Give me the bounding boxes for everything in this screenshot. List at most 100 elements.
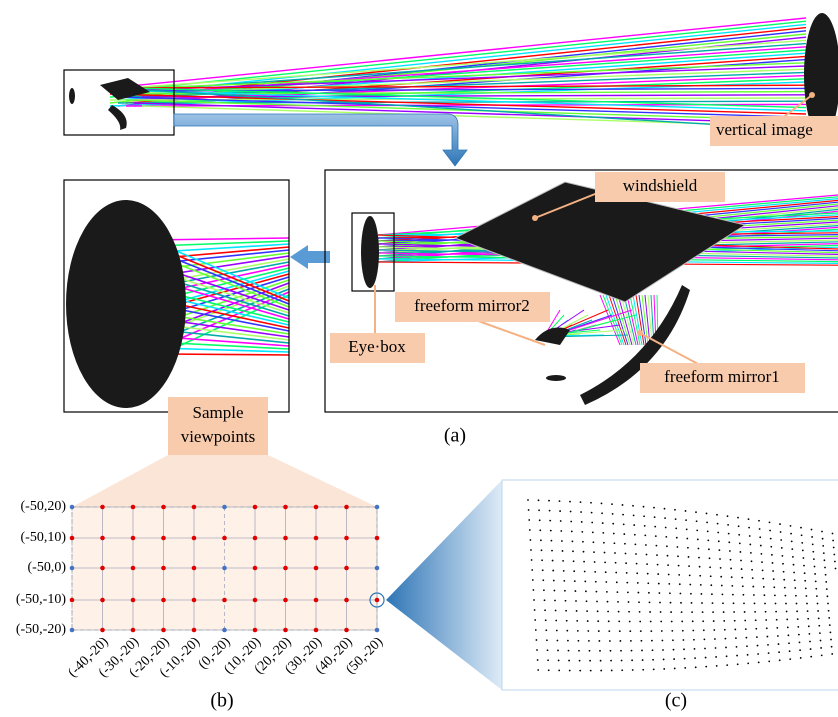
dot xyxy=(735,637,737,639)
dot xyxy=(750,552,752,554)
dot xyxy=(824,559,826,561)
dot xyxy=(665,527,667,529)
label: windshield xyxy=(623,176,698,195)
ray xyxy=(630,295,640,345)
dot xyxy=(569,670,571,672)
dot xyxy=(563,570,565,572)
viewpoint xyxy=(161,505,166,510)
dot xyxy=(660,611,662,613)
dot xyxy=(680,593,682,595)
dot xyxy=(619,630,621,632)
dot xyxy=(560,520,562,522)
viewpoint xyxy=(192,536,197,541)
dot xyxy=(782,563,784,565)
dot xyxy=(636,563,638,565)
dot xyxy=(681,621,683,623)
dot xyxy=(818,625,820,627)
dot xyxy=(740,551,742,553)
dot xyxy=(580,511,582,513)
dot xyxy=(785,603,787,605)
dot xyxy=(815,580,817,582)
dot xyxy=(781,547,783,549)
dot xyxy=(549,520,551,522)
dot xyxy=(689,574,691,576)
dot xyxy=(715,656,717,658)
dot xyxy=(747,662,749,664)
dot xyxy=(740,560,742,562)
dot xyxy=(535,629,537,631)
dot xyxy=(574,580,576,582)
viewpoint xyxy=(283,628,288,633)
dot xyxy=(648,592,650,594)
dot xyxy=(790,533,792,535)
dot xyxy=(529,529,531,531)
dot xyxy=(677,555,679,557)
dot xyxy=(766,627,768,629)
dot xyxy=(675,518,677,520)
dot xyxy=(746,645,748,647)
dot xyxy=(827,595,829,597)
dot xyxy=(682,630,684,632)
dot xyxy=(776,619,778,621)
dot xyxy=(774,595,776,597)
dot xyxy=(668,583,670,585)
dot xyxy=(620,650,622,652)
dot xyxy=(751,560,753,562)
dot xyxy=(806,603,808,605)
dot xyxy=(631,650,633,652)
dot xyxy=(799,649,801,651)
dot xyxy=(698,548,700,550)
viewpoint xyxy=(131,536,136,541)
dot xyxy=(649,601,651,603)
dot xyxy=(674,509,676,511)
dot xyxy=(694,657,696,659)
dot xyxy=(710,575,712,577)
dot xyxy=(551,540,553,542)
leader-dot xyxy=(809,92,815,98)
dot xyxy=(696,520,698,522)
dot xyxy=(543,589,545,591)
eyebox-large xyxy=(66,200,186,408)
dot xyxy=(768,660,770,662)
dot xyxy=(798,634,800,636)
dot xyxy=(604,552,606,554)
dot xyxy=(726,655,728,657)
dot xyxy=(620,640,622,642)
dot xyxy=(787,626,789,628)
dot xyxy=(545,619,547,621)
dot xyxy=(639,621,641,623)
dot xyxy=(666,545,668,547)
dot xyxy=(795,595,797,597)
dot xyxy=(788,642,790,644)
dot xyxy=(727,515,729,517)
dot xyxy=(705,666,707,668)
label: Sample xyxy=(193,403,244,422)
dot xyxy=(792,556,794,558)
dot xyxy=(758,662,760,664)
dot xyxy=(754,611,756,613)
dot xyxy=(741,577,743,579)
viewpoint xyxy=(192,628,197,633)
dot xyxy=(629,621,631,623)
dot xyxy=(527,499,529,501)
dot xyxy=(645,544,647,546)
dot xyxy=(538,509,540,511)
dot xyxy=(706,513,708,515)
dot xyxy=(744,611,746,613)
dot xyxy=(528,509,530,511)
dot xyxy=(702,611,704,613)
dot xyxy=(643,515,645,517)
dot xyxy=(691,602,693,604)
dot xyxy=(670,602,672,604)
dot xyxy=(647,582,649,584)
dot xyxy=(565,600,567,602)
dot xyxy=(773,586,775,588)
dot xyxy=(700,584,702,586)
dot xyxy=(762,569,764,571)
dot xyxy=(759,528,761,530)
dot xyxy=(615,562,617,564)
dot xyxy=(612,513,614,515)
viewpoint xyxy=(253,628,258,633)
dot xyxy=(800,527,802,529)
dot xyxy=(707,539,709,541)
